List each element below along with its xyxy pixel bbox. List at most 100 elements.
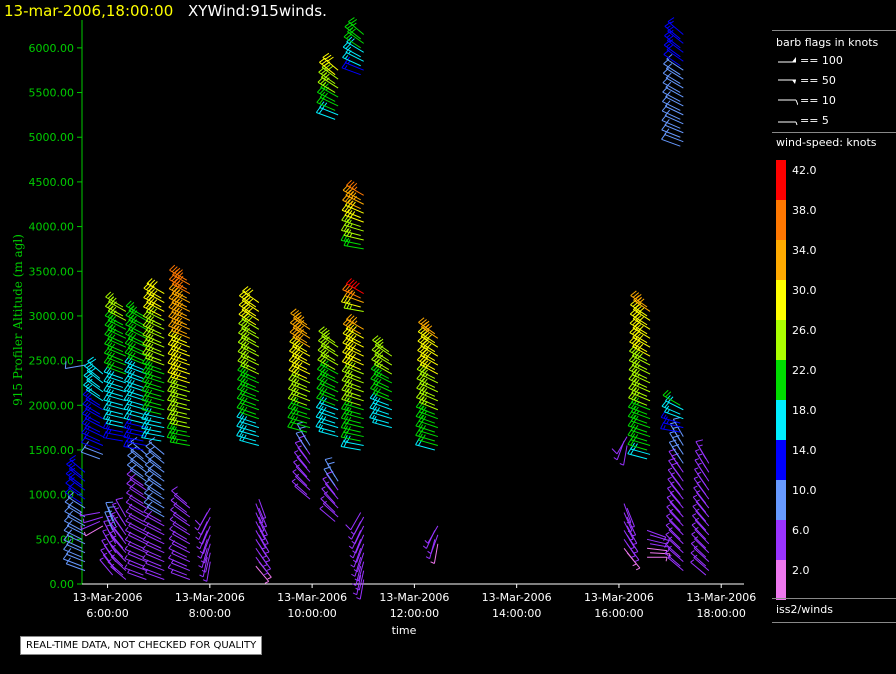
wind-barb [170, 497, 188, 513]
barb-full [102, 430, 107, 438]
barb-full [671, 444, 680, 448]
barb-full [171, 266, 178, 273]
barb-half [200, 560, 205, 564]
barb-half [619, 463, 624, 466]
barb-half [107, 559, 112, 563]
barb-full [243, 361, 249, 368]
colorbar-label: 34.0 [792, 244, 817, 257]
barb-full [177, 281, 183, 288]
barb-staff [667, 548, 684, 563]
barb-half [168, 554, 172, 559]
wind-barb [198, 525, 211, 545]
wind-barb [197, 539, 208, 559]
barb-full [146, 501, 153, 508]
wind-barb-plot: 0.00 500.00 1000.00 1500.00 2000.00 2500.00 30… [11, 17, 756, 637]
barb-half [634, 359, 638, 364]
barb-full [297, 352, 303, 359]
wind-barb [430, 543, 439, 564]
barb-half [668, 527, 673, 531]
wind-barb [102, 430, 123, 442]
barb-staff [258, 525, 269, 544]
barb-staff [110, 556, 127, 571]
barb-staff [321, 335, 339, 348]
barb-full [425, 343, 432, 350]
barb-full [346, 229, 352, 237]
barb-half [201, 569, 206, 573]
wind-barb [108, 540, 124, 558]
barb-staff [663, 63, 681, 76]
barb-staff [171, 490, 188, 504]
axes: 0.00 500.00 1000.00 1500.00 2000.00 2500.00 30… [29, 20, 756, 620]
barb-half [108, 429, 112, 434]
barb-staff [85, 398, 104, 411]
barb-staff [666, 58, 684, 71]
barb-half [108, 549, 113, 553]
wind-barb [202, 561, 211, 582]
barb-staff [127, 562, 147, 572]
wind-barb [344, 56, 364, 71]
barb-full [103, 519, 111, 522]
barb-half [346, 228, 350, 233]
wind-barb [146, 510, 165, 527]
wind-barb [343, 301, 364, 312]
wind-barb [200, 543, 211, 564]
barb-staff [126, 464, 144, 478]
barb-full [148, 455, 155, 461]
legend-divider [772, 622, 896, 623]
barb-half [422, 545, 427, 549]
wind-barb [623, 547, 637, 567]
barb-staff [694, 450, 707, 469]
barb-half [109, 540, 114, 543]
barb-staff [291, 481, 308, 496]
wind-barb [66, 520, 86, 536]
barb-staff [359, 579, 365, 600]
barb-full [661, 400, 667, 407]
barb-full [147, 473, 154, 480]
barb-half [106, 524, 111, 527]
barb-staff [102, 530, 114, 549]
barb-full [141, 430, 146, 438]
barb-half [169, 525, 173, 530]
colorbar-swatch [776, 400, 786, 440]
barb-full [348, 181, 355, 188]
barb-full [166, 421, 172, 429]
barb-half [430, 561, 435, 564]
wind-barb [346, 278, 364, 295]
barb-staff [258, 534, 270, 553]
barb-half [175, 429, 179, 435]
wind-barb [668, 536, 684, 554]
barb-full [343, 435, 348, 442]
colorbar-swatch [776, 360, 786, 400]
barb-half [633, 396, 637, 401]
wind-barb [108, 549, 124, 567]
barb-staff [694, 519, 710, 536]
wind-barb [126, 425, 147, 438]
barb-full [634, 342, 641, 349]
barb-staff [296, 423, 308, 442]
barb-staff [665, 524, 681, 540]
barb-half [632, 542, 637, 545]
barb-staff [171, 543, 191, 554]
barb-staff [694, 538, 710, 554]
barb-staff [171, 552, 191, 563]
barb-staff [650, 552, 671, 555]
barb-half [176, 280, 181, 285]
wind-barb [199, 534, 211, 555]
barb-staff [142, 567, 162, 576]
barb-full [173, 316, 180, 323]
barb-half [350, 564, 355, 568]
barb-staff [255, 547, 268, 565]
barb-full [695, 439, 704, 443]
wind-barb [419, 377, 439, 393]
barb-full [635, 305, 642, 312]
barb-half [129, 429, 132, 434]
barb-staff [695, 510, 710, 527]
barb-staff [146, 515, 165, 527]
barb-half [627, 530, 633, 533]
wind-barb [194, 507, 211, 526]
wind-barb [255, 547, 268, 567]
barb-staff [83, 516, 104, 524]
barb-staff [126, 483, 144, 496]
barb-half [176, 289, 181, 294]
wind-barb [86, 365, 104, 384]
